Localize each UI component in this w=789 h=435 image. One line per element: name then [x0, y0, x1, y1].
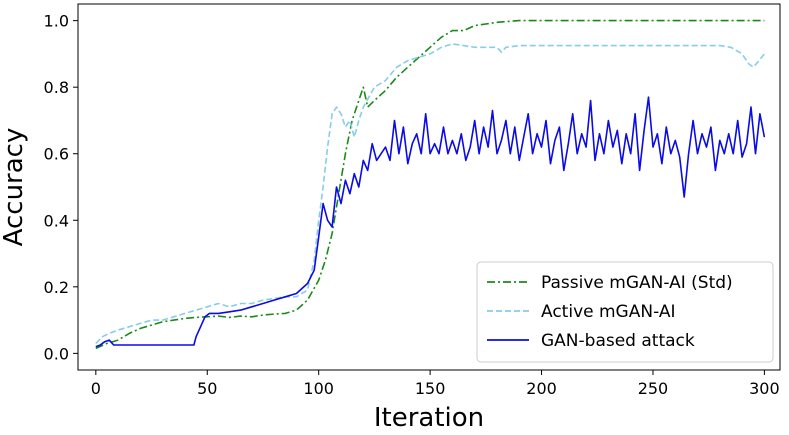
axes-frame: [77, 3, 781, 371]
y-axis-label: Accuracy: [0, 128, 29, 247]
x-axis-label: Iteration: [374, 403, 484, 433]
ticks: 0 50 100 150 200 250 300 0.0 0.2 0.4 0.6 0.8 1.0: [44, 12, 780, 398]
legend: Passive mGAN-AI (Std) Active mGAN-AI GAN-b…: [476, 261, 774, 363]
x-tick-label: 200: [526, 379, 557, 398]
y-tick-label: 0.6: [44, 145, 69, 164]
x-tick-label: 250: [638, 379, 669, 398]
axes: [77, 3, 781, 371]
series-line-1: [95, 19, 765, 350]
series-line-3: [95, 96, 766, 348]
y-tick-label: 0.2: [44, 278, 69, 297]
y-tick-label: 0.8: [44, 78, 69, 97]
x-tick-label: 300: [749, 379, 780, 398]
series-group: [95, 19, 766, 350]
x-tick-label: 150: [415, 379, 446, 398]
x-tick-label: 100: [303, 379, 334, 398]
x-tick-label: 0: [91, 379, 101, 398]
series-line-2: [95, 43, 766, 344]
legend-label-3: GAN-based attack: [541, 331, 695, 351]
y-tick-label: 0.4: [44, 211, 69, 230]
legend-box: [476, 261, 774, 363]
y-tick-label: 0.0: [44, 344, 69, 363]
x-tick-label: 50: [197, 379, 217, 398]
legend-label-1: Passive mGAN-AI (Std): [541, 273, 733, 293]
legend-label-2: Active mGAN-AI: [541, 302, 675, 322]
y-tick-label: 1.0: [44, 12, 69, 31]
